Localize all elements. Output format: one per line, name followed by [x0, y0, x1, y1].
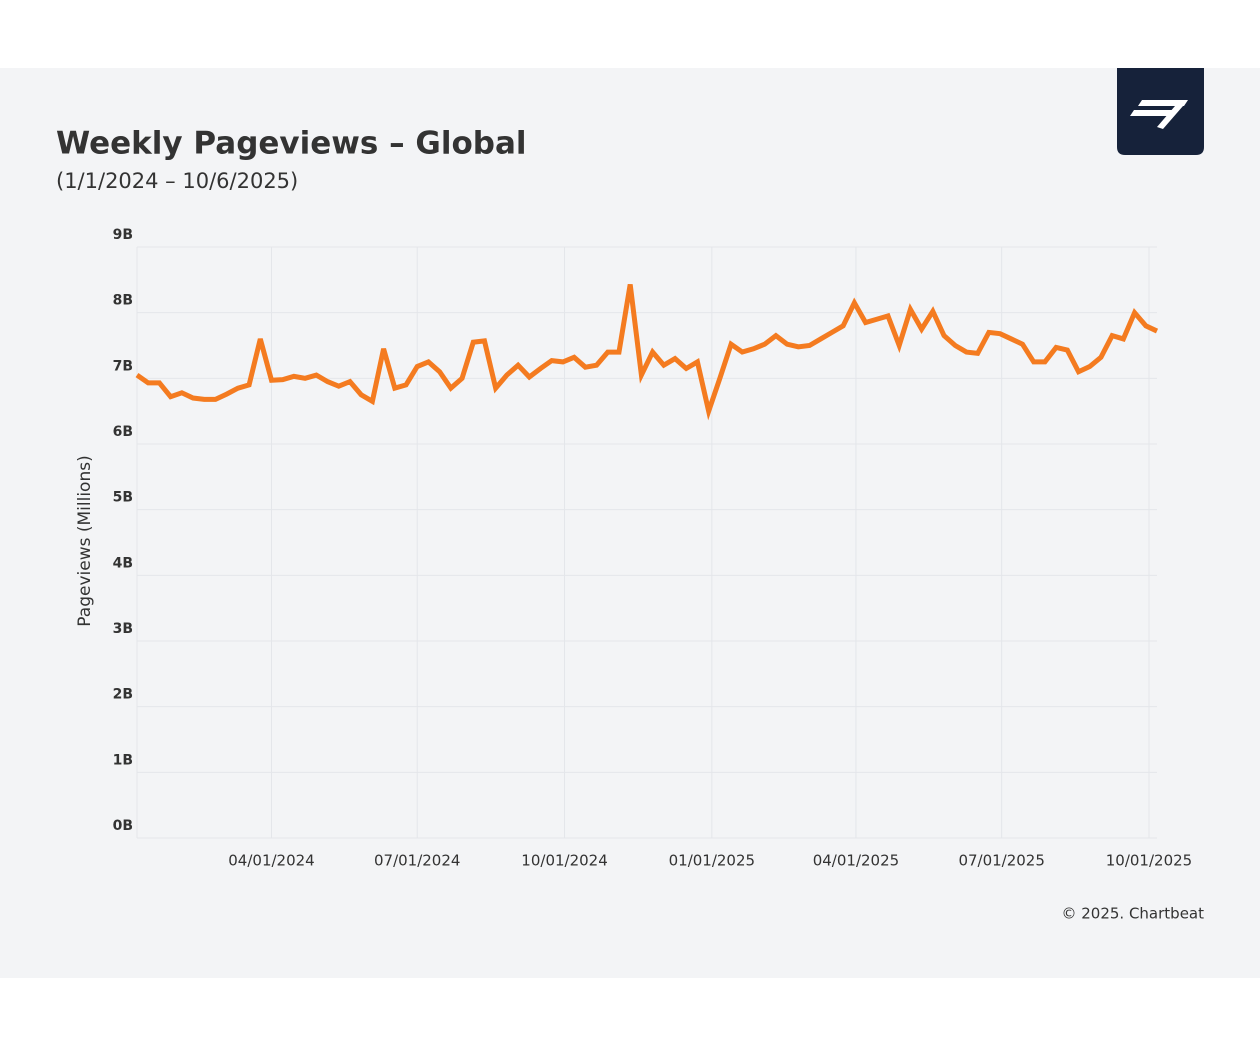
- x-tick-label: 10/01/2025: [1106, 852, 1192, 870]
- y-tick-label: 0B: [113, 818, 133, 834]
- x-tick-label: 04/01/2024: [228, 852, 314, 870]
- y-tick-label: 7B: [113, 358, 133, 374]
- footer: © 2025. Chartbeat: [1061, 905, 1204, 923]
- y-tick-label: 6B: [113, 424, 133, 440]
- logo-mark: [1130, 100, 1188, 129]
- x-tick-label: 01/01/2025: [669, 852, 755, 870]
- y-tick-label: 9B: [113, 227, 133, 243]
- chart-subtitle: (1/1/2024 – 10/6/2025): [56, 169, 298, 193]
- y-tick-label: 2B: [113, 687, 133, 703]
- data-line: [135, 284, 1159, 421]
- y-tick-label: 5B: [113, 490, 133, 506]
- y-tick-label: 1B: [113, 752, 133, 768]
- chart-title: Weekly Pageviews – Global: [56, 126, 527, 162]
- x-tick-label: 07/01/2025: [958, 852, 1044, 870]
- y-tick-label: 3B: [113, 621, 133, 637]
- y-tick-label: 8B: [113, 293, 133, 309]
- x-tick-label: 04/01/2025: [813, 852, 899, 870]
- x-tick-label: 10/01/2024: [521, 852, 607, 870]
- y-tick-label: 4B: [113, 555, 133, 571]
- panel: [0, 68, 1260, 978]
- x-tick-label: 07/01/2024: [374, 852, 460, 870]
- y-axis-label: Pageviews (Millions): [75, 455, 95, 626]
